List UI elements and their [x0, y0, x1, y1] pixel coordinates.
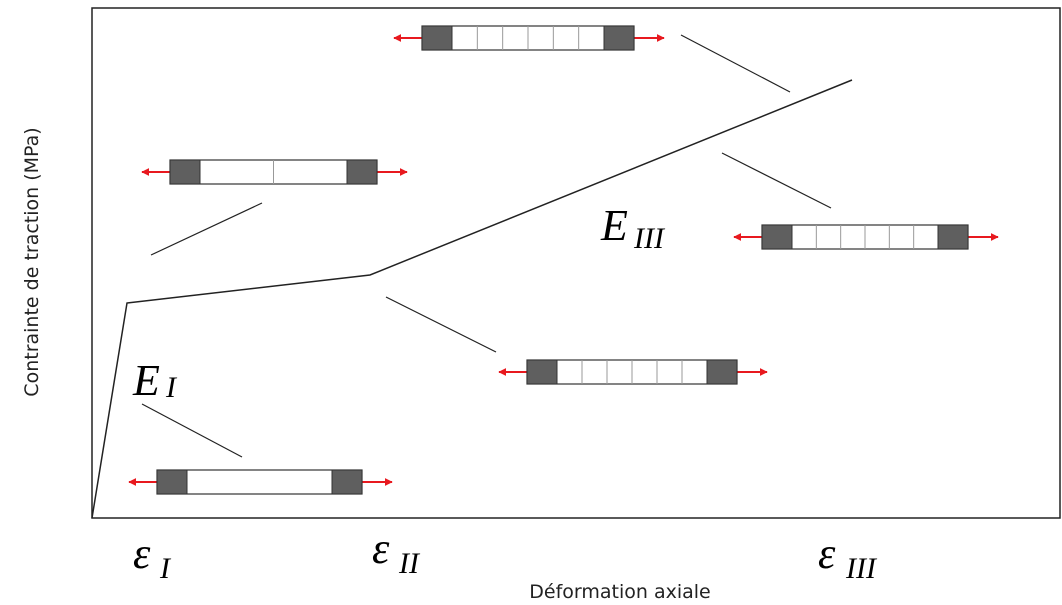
modulus-subscript: III	[633, 222, 666, 255]
leader-line	[141, 403, 243, 458]
strain-subscript: II	[398, 547, 421, 580]
modulus-symbol: E	[132, 356, 160, 405]
strain-subscript: I	[159, 552, 172, 585]
strain-symbol: ε	[133, 529, 151, 578]
specimen-grip	[169, 159, 201, 185]
leader-line	[721, 152, 832, 209]
leader-line	[150, 202, 263, 256]
specimen-grip	[346, 159, 378, 185]
specimen-grip	[156, 469, 188, 495]
leader-line	[680, 34, 791, 93]
specimen-grip	[937, 224, 969, 250]
stress-strain-curve	[91, 79, 853, 519]
strain-symbol: ε	[818, 529, 836, 578]
leader-line	[385, 296, 497, 353]
specimen-grip	[706, 359, 738, 385]
modulus-symbol: E	[600, 201, 628, 250]
specimen-grip	[331, 469, 363, 495]
x-axis-label: Déformation axiale	[529, 581, 710, 603]
strain-symbol: ε	[372, 524, 390, 573]
specimens	[128, 25, 999, 495]
specimen-grip	[761, 224, 793, 250]
specimen-body	[156, 469, 363, 495]
specimen-grip	[603, 25, 635, 51]
y-axis-label: Contrainte de traction (MPa)	[21, 127, 43, 396]
strain-subscript: III	[845, 552, 878, 585]
modulus-subscript: I	[165, 371, 178, 404]
specimen-grip	[526, 359, 558, 385]
specimen-grip	[421, 25, 453, 51]
plot-frame	[91, 7, 1061, 519]
